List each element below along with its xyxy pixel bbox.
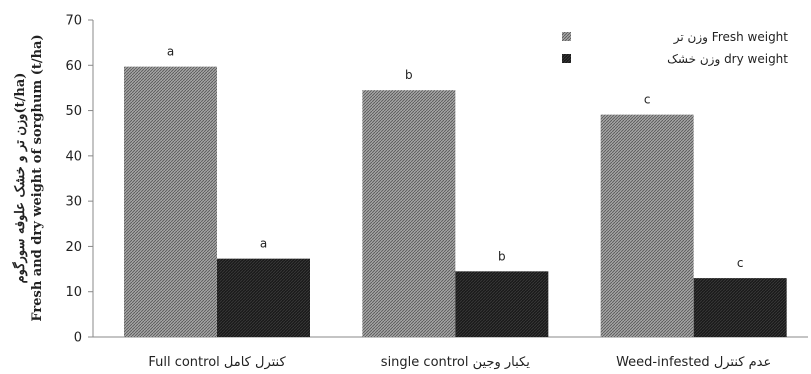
bar-fresh <box>124 66 217 337</box>
y-tick-label: 70 <box>65 14 82 29</box>
bar-letter-label: c <box>644 93 651 107</box>
x-category-label: Weed-infested عدم کنترل <box>616 355 771 370</box>
legend-label-fresh: وزن تر Fresh weight <box>673 30 789 45</box>
bar-letter-label: a <box>260 237 267 251</box>
legend-label-dry: وزن خشک dry weight <box>667 52 788 67</box>
legend-swatch-dry <box>562 54 571 63</box>
y-tick-label: 50 <box>65 104 82 119</box>
x-axis-categories: Full control کنترل کامل single control یک… <box>148 355 771 370</box>
bar-letter-label: c <box>737 256 744 270</box>
y-tick-label: 60 <box>65 59 82 74</box>
bar-letter-label: b <box>498 249 506 263</box>
bar-dry <box>217 258 310 337</box>
y-tick-label: 0 <box>74 331 82 346</box>
y-axis-label: وزن تر و خشک علوفه سورگوم(t/ha) Fresh an… <box>11 34 45 321</box>
y-axis-label-line2: Fresh and dry weight of sorghum (t/ha) <box>30 34 45 321</box>
x-category-label: Full control کنترل کامل <box>148 355 286 370</box>
y-tick-label: 20 <box>65 240 82 255</box>
x-category-label: single control یکبار وجین <box>381 355 530 370</box>
bar-dry <box>455 271 549 337</box>
bar-letter-label: b <box>405 68 413 82</box>
bar-letter-label: a <box>167 45 174 59</box>
legend-swatch-fresh <box>562 32 571 41</box>
y-tick-label: 40 <box>65 149 82 164</box>
y-axis-ticks: 0 10 20 30 40 50 60 70 <box>65 14 93 346</box>
legend: وزن تر Fresh weight وزن خشک dry weight <box>562 30 788 67</box>
bar-fresh <box>600 114 694 337</box>
y-tick-label: 10 <box>65 285 82 300</box>
y-axis-label-line1: وزن تر و خشک علوفه سورگوم(t/ha) <box>11 73 28 284</box>
bar-dry <box>693 278 787 337</box>
y-tick-label: 30 <box>65 195 82 210</box>
bar-fresh <box>362 90 456 337</box>
bars: a a b b c c <box>124 45 787 337</box>
